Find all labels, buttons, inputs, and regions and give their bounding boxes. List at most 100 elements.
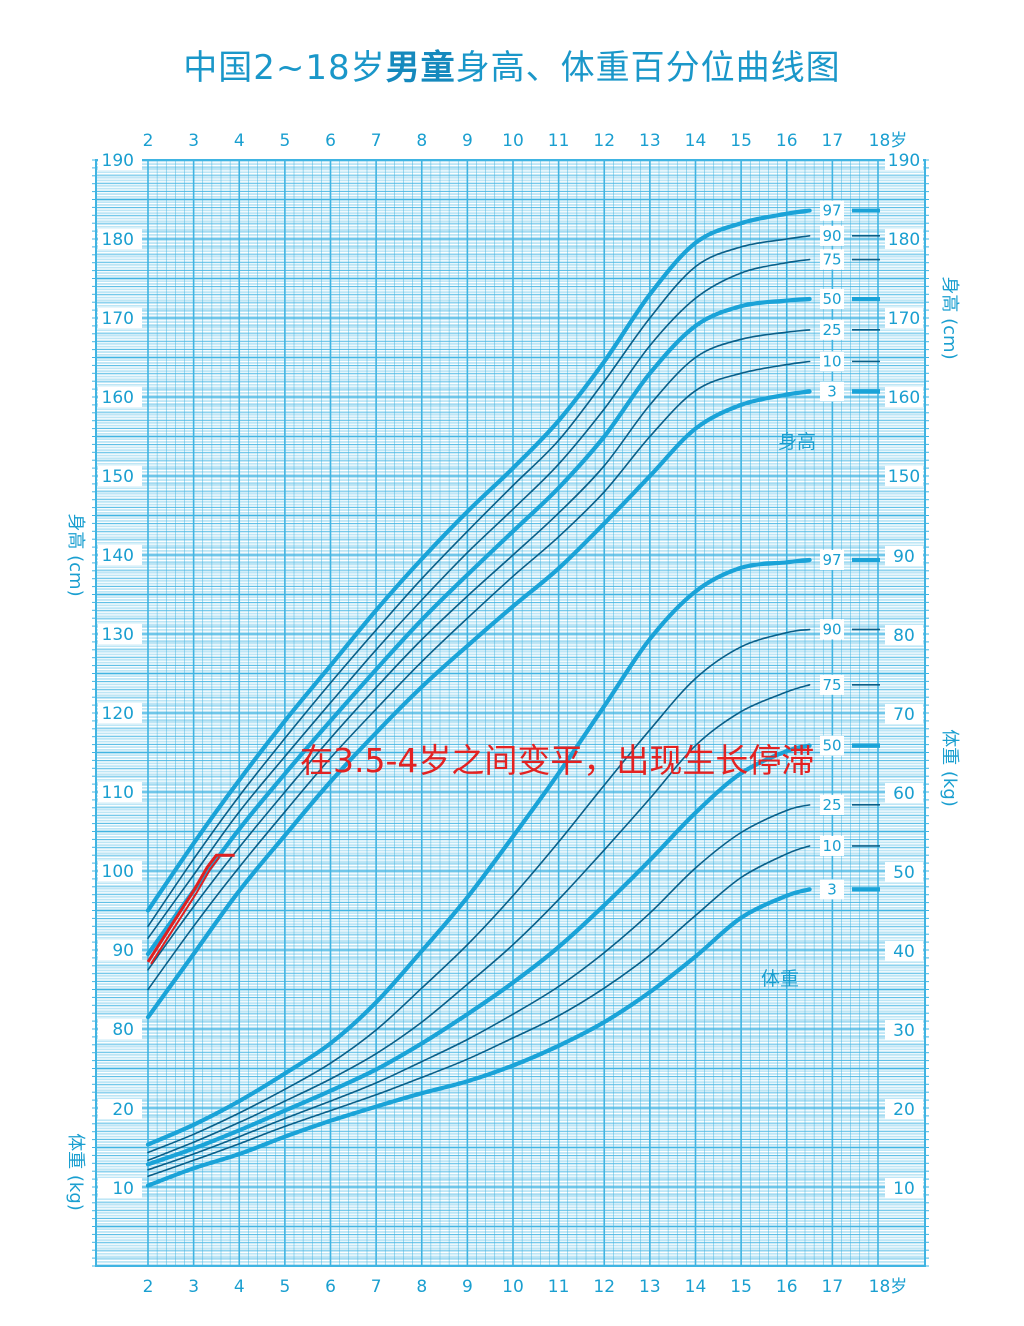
- x-tick-top: 15: [730, 131, 752, 151]
- y-tick-height-right: 160: [888, 388, 920, 408]
- x-tick-bottom: 16: [776, 1277, 798, 1297]
- x-tick-bottom: 9: [462, 1277, 473, 1297]
- y-tick-weight-right: 40: [893, 942, 915, 962]
- weight-percentile-label-p25: 25: [822, 796, 841, 814]
- y-tick-height-left: 80: [112, 1020, 134, 1040]
- chart-title: 中国2~18岁男童身高、体重百分位曲线图: [0, 40, 1024, 89]
- weight-curve-p10: [147, 845, 811, 1177]
- label-bg: [885, 546, 923, 566]
- height-percentile-label-p3: 3: [827, 382, 837, 400]
- y-tick-height-right: 150: [888, 467, 920, 487]
- x-tick-bottom: 11: [548, 1277, 570, 1297]
- height-curve-p25: [147, 329, 811, 971]
- y-tick-weight-left: 20: [112, 1100, 134, 1120]
- label-bg: [98, 308, 142, 328]
- label-bg: [885, 308, 923, 328]
- x-tick-top: 5: [279, 131, 290, 151]
- y-tick-height-left: 180: [102, 230, 134, 250]
- height-curve-p90: [147, 235, 811, 928]
- x-tick-top: 16: [776, 131, 798, 151]
- y-tick-height-left: 140: [102, 546, 134, 566]
- weight-label-bg: [820, 879, 844, 900]
- weight-percentile-label-p90: 90: [822, 620, 841, 638]
- weight-axis-title-left: 体重 (kg): [65, 1133, 86, 1211]
- x-tick-top: 3: [188, 131, 199, 151]
- weight-curve-p25: [147, 804, 811, 1171]
- x-tick-bottom: 15: [730, 1277, 752, 1297]
- label-bg: [98, 782, 142, 802]
- label-bg: [885, 1020, 923, 1040]
- label-bg: [885, 387, 923, 407]
- label-bg: [98, 940, 142, 960]
- y-tick-height-left: 110: [102, 783, 134, 803]
- y-tick-height-left: 120: [102, 704, 134, 724]
- x-tick-bottom: 13: [639, 1277, 661, 1297]
- weight-percentile-label-p50: 50: [822, 737, 841, 755]
- height-percentile-label-p50: 50: [822, 290, 841, 308]
- title-post: 身高、体重百分位曲线图: [455, 48, 841, 88]
- height-axis-title-right: 身高 (cm): [939, 276, 960, 359]
- title-pre: 中国2~18岁: [183, 48, 386, 88]
- y-tick-weight-right: 60: [893, 784, 915, 804]
- weight-label-bg: [820, 619, 844, 640]
- x-tick-bottom: 4: [234, 1277, 245, 1297]
- label-bg: [98, 861, 142, 881]
- label-bg: [98, 150, 142, 170]
- x-tick-top: 12: [593, 131, 615, 151]
- weight-curve-p90: [147, 628, 811, 1154]
- label-bg: [885, 1099, 923, 1119]
- title-emphasis: 男童: [385, 48, 456, 88]
- y-tick-height-right: 170: [888, 309, 920, 329]
- y-tick-weight-right: 10: [893, 1179, 915, 1199]
- x-tick-top: 4: [234, 131, 245, 151]
- y-tick-height-right: 180: [888, 230, 920, 250]
- y-tick-weight-right: 20: [893, 1100, 915, 1120]
- height-label-bg: [820, 200, 844, 221]
- x-tick-bottom: 7: [371, 1277, 382, 1297]
- weight-section-label: 体重: [761, 968, 799, 990]
- weight-label-bg: [820, 794, 844, 815]
- height-label-bg: [820, 351, 844, 372]
- x-tick-top: 2: [143, 131, 154, 151]
- label-bg: [98, 1099, 142, 1119]
- x-tick-bottom: 17: [822, 1277, 844, 1297]
- height-percentile-label-p75: 75: [822, 251, 841, 269]
- height-percentile-label-p90: 90: [822, 227, 841, 245]
- axis-labels: 2 2 3 3 4 4 5 5 6 6 7 7 8 8 9 9 10 10 11 11 12 12 13 13 14 14 15 15…: [65, 131, 960, 1297]
- height-label-bg: [820, 289, 844, 310]
- y-tick-height-left: 170: [102, 309, 134, 329]
- y-tick-height-left: 150: [102, 467, 134, 487]
- x-tick-top: 6: [325, 131, 336, 151]
- x-tick-top: 13: [639, 131, 661, 151]
- height-curve-p3: [145, 389, 812, 1020]
- x-tick-top: 14: [685, 131, 707, 151]
- label-bg: [885, 862, 923, 882]
- height-percentile-label-p25: 25: [822, 321, 841, 339]
- weight-label-bg: [820, 835, 844, 856]
- annotation-text: 在3.5-4岁之间变平，出现生长停滞: [300, 741, 814, 780]
- weight-percentile-label-p75: 75: [822, 676, 841, 694]
- patient-measurement: 在3.5-4岁之间变平，出现生长停滞: [146, 741, 814, 965]
- height-percentile-label-p97: 97: [822, 202, 841, 220]
- height-curve-p10: [147, 360, 811, 991]
- height-label-bg: [820, 381, 844, 402]
- weight-curve-p97: [145, 557, 812, 1147]
- x-tick-top: 7: [371, 131, 382, 151]
- y-tick-height-left: 190: [102, 151, 134, 171]
- x-tick-bottom: 3: [188, 1277, 199, 1297]
- y-tick-height-left: 90: [112, 941, 134, 961]
- y-tick-height-left: 160: [102, 388, 134, 408]
- y-tick-weight-right: 30: [893, 1021, 915, 1041]
- label-bg: [98, 624, 142, 644]
- weight-label-bg: [820, 549, 844, 570]
- label-bg: [98, 1178, 142, 1198]
- height-percentile-label-p10: 10: [822, 352, 841, 370]
- label-bg: [885, 229, 923, 249]
- label-bg: [885, 625, 923, 645]
- y-tick-weight-right: 90: [893, 547, 915, 567]
- label-bg: [98, 229, 142, 249]
- label-bg: [885, 466, 923, 486]
- x-tick-bottom: 8: [416, 1277, 427, 1297]
- label-bg: [98, 545, 142, 565]
- y-tick-weight-right: 50: [893, 863, 915, 883]
